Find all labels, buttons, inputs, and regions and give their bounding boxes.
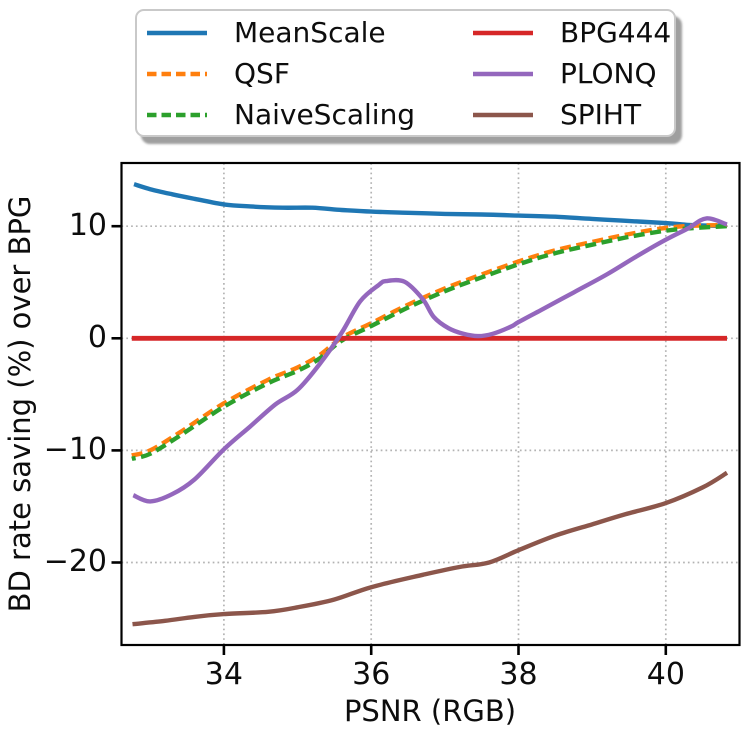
legend-label: QSF (234, 57, 290, 90)
axis-ticks (111, 224, 668, 655)
legend-line-swatch (147, 30, 207, 36)
legend-label: NaiveScaling (234, 98, 416, 131)
y-axis-label: BD rate saving (%) over BPG (3, 195, 37, 613)
legend-label: PLONQ (560, 57, 657, 90)
data-curves (131, 182, 729, 627)
y-tick-label: 0 (87, 320, 107, 356)
legend-item-naivescaling: NaiveScaling (137, 95, 463, 136)
legend-label: MeanScale (234, 16, 386, 49)
legend-item-bpg444: BPG444 (463, 13, 674, 54)
legend-line-swatch (473, 71, 533, 77)
legend-label: SPIHT (560, 98, 642, 131)
x-tick-label: 38 (499, 657, 538, 692)
x-axis-label: PSNR (RGB) (343, 694, 517, 728)
curve-qsf (131, 222, 728, 458)
x-tick-label: 34 (204, 657, 243, 692)
x-tick-label: 40 (646, 657, 685, 692)
x-tick-label: 36 (352, 657, 391, 692)
legend-line-swatch (473, 30, 533, 36)
legend: MeanScale QSF NaiveScaling BPG444 PLONQ … (135, 9, 676, 137)
legend-line-swatch (147, 71, 207, 77)
curve-spiht (132, 470, 729, 627)
curve-naivescaling (131, 224, 728, 461)
y-tick-label: 10 (68, 208, 107, 244)
legend-line-swatch (473, 112, 533, 118)
axes-frame (120, 161, 741, 647)
legend-label: BPG444 (560, 16, 672, 49)
y-tick-label: −10 (43, 432, 107, 468)
curve-meanscale (133, 182, 728, 228)
legend-line-swatch (147, 112, 207, 118)
legend-item-qsf: QSF (137, 54, 463, 95)
legend-item-plonq: PLONQ (463, 54, 674, 95)
legend-item-meanscale: MeanScale (137, 13, 463, 54)
legend-item-spiht: SPIHT (463, 95, 674, 136)
y-tick-label: −20 (43, 544, 107, 580)
curve-plonq (132, 216, 728, 504)
